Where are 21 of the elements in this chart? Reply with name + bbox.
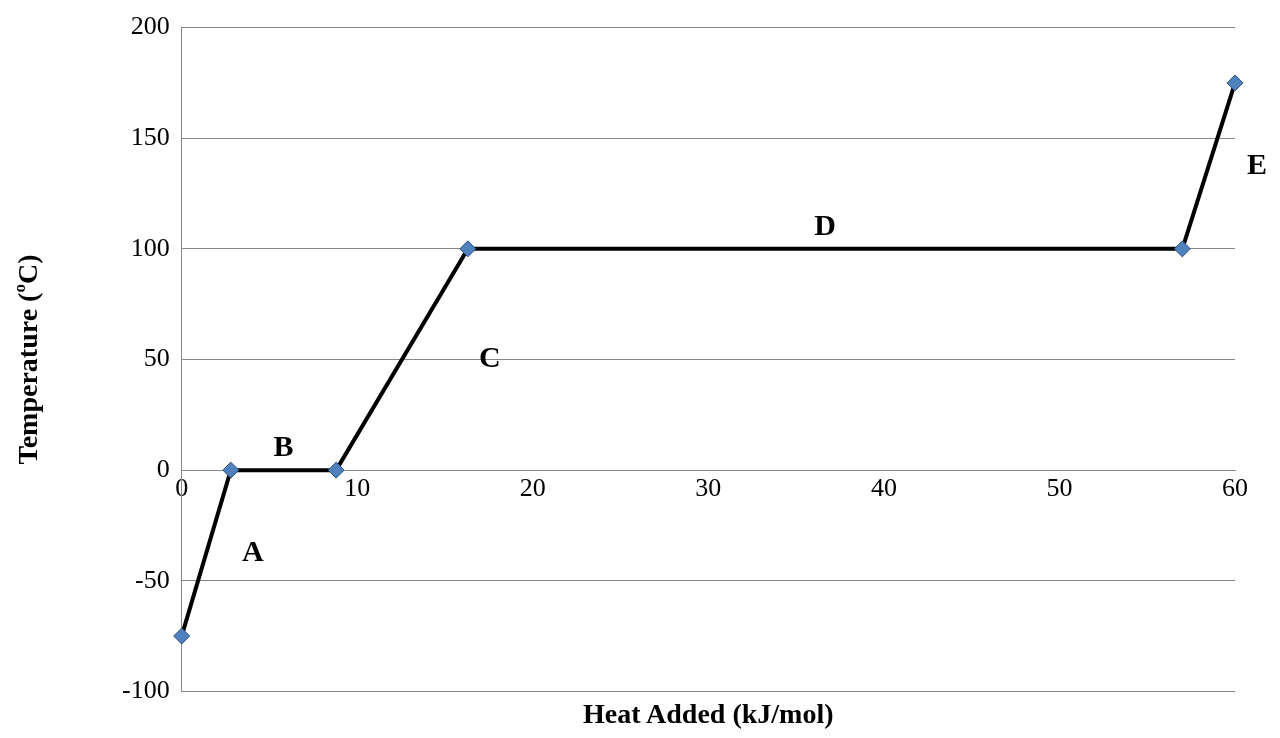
y-tick-label: 50 bbox=[143, 343, 170, 373]
y-tick-label: 0 bbox=[156, 453, 170, 483]
annotation: C bbox=[478, 340, 501, 374]
y-tick-label: 100 bbox=[130, 232, 170, 262]
annotation: D bbox=[814, 207, 836, 241]
y-tick-label: -50 bbox=[134, 564, 170, 594]
y-tick-label: -100 bbox=[121, 675, 170, 705]
x-axis-title: Heat Added (kJ/mol) bbox=[583, 698, 834, 730]
x-tick-label: 60 bbox=[1222, 472, 1248, 502]
annotation: A bbox=[241, 533, 264, 567]
y-tick-label: 200 bbox=[130, 11, 170, 41]
y-axis-title: Temperature (oC) bbox=[9, 254, 44, 465]
y-tick-label: 150 bbox=[130, 122, 170, 152]
x-tick-label: 30 bbox=[695, 472, 722, 502]
x-tick-label: 50 bbox=[1046, 472, 1073, 502]
x-tick-label: 0 bbox=[175, 472, 189, 502]
x-tick-label: 20 bbox=[519, 472, 546, 502]
x-tick-label: 40 bbox=[870, 472, 897, 502]
annotation: B bbox=[273, 428, 294, 462]
x-tick-label: 10 bbox=[344, 472, 371, 502]
text: E bbox=[1246, 146, 1268, 180]
